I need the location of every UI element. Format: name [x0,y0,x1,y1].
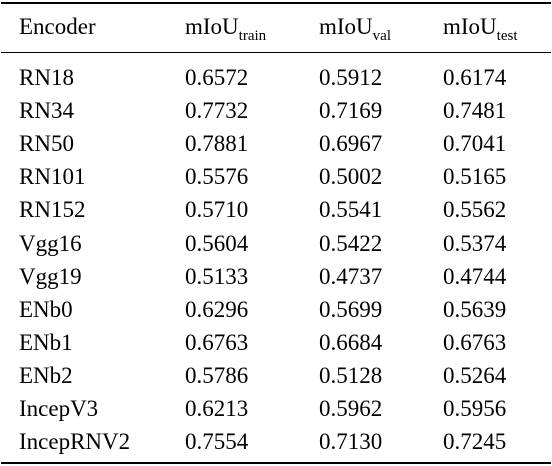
miou-train-cell: 0.7732 [185,98,249,123]
miou-test-cell: 0.5165 [443,164,507,189]
encoder-cell: RN50 [19,131,74,156]
miou-test-cell: 0.5562 [443,197,507,222]
miou-val-cell: 0.4737 [319,264,383,289]
miou-val-cell: 0.5541 [319,197,383,222]
header-miou-val: mIoUval [319,14,391,44]
miou-test-cell: 0.7041 [443,131,507,156]
miou-train-cell: 0.5133 [185,264,249,289]
encoder-cell: RN101 [19,164,86,189]
miou-train-cell: 0.5710 [185,197,249,222]
miou-train-cell: 0.5576 [185,164,249,189]
encoder-cell: Vgg19 [19,264,82,289]
table-top-rule [1,2,551,4]
miou-train-cell: 0.7881 [185,131,249,156]
miou-train-cell: 0.5786 [185,363,249,388]
miou-test-cell: 0.5264 [443,363,507,388]
miou-val-cell: 0.5002 [319,164,383,189]
miou-test-cell: 0.5374 [443,231,507,256]
miou-test-cell: 0.7245 [443,429,507,454]
table-bottom-rule [1,462,551,464]
miou-test-cell: 0.6763 [443,330,507,355]
miou-val-cell: 0.7169 [319,98,383,123]
encoder-cell: ENb1 [19,330,73,355]
header-encoder: Encoder [19,14,96,39]
table-header-rule [1,52,551,53]
header-miou-train: mIoUtrain [185,14,267,44]
encoder-cell: ENb2 [19,363,73,388]
miou-test-cell: 0.6174 [443,65,507,90]
miou-val-cell: 0.5962 [319,396,383,421]
header-miou-test: mIoUtest [443,14,518,44]
miou-train-cell: 0.6213 [185,396,249,421]
miou-test-cell: 0.5956 [443,396,507,421]
miou-train-cell: 0.7554 [185,429,249,454]
encoder-cell: Vgg16 [19,231,82,256]
miou-test-cell: 0.5639 [443,297,507,322]
encoder-cell: RN152 [19,197,86,222]
encoder-cell: ENb0 [19,297,73,322]
miou-train-cell: 0.6763 [185,330,249,355]
miou-train-cell: 0.6572 [185,65,249,90]
miou-test-cell: 0.4744 [443,264,507,289]
miou-val-cell: 0.6967 [319,131,383,156]
miou-val-cell: 0.5699 [319,297,383,322]
miou-train-cell: 0.5604 [185,231,249,256]
encoder-cell: RN18 [19,65,74,90]
miou-val-cell: 0.6684 [319,330,383,355]
miou-val-cell: 0.7130 [319,429,383,454]
miou-test-cell: 0.7481 [443,98,507,123]
encoder-cell: IncepV3 [19,396,99,421]
miou-val-cell: 0.5422 [319,231,383,256]
miou-train-cell: 0.6296 [185,297,249,322]
encoder-cell: IncepRNV2 [19,429,131,454]
encoder-cell: RN34 [19,98,74,123]
miou-val-cell: 0.5912 [319,65,383,90]
miou-val-cell: 0.5128 [319,363,383,388]
